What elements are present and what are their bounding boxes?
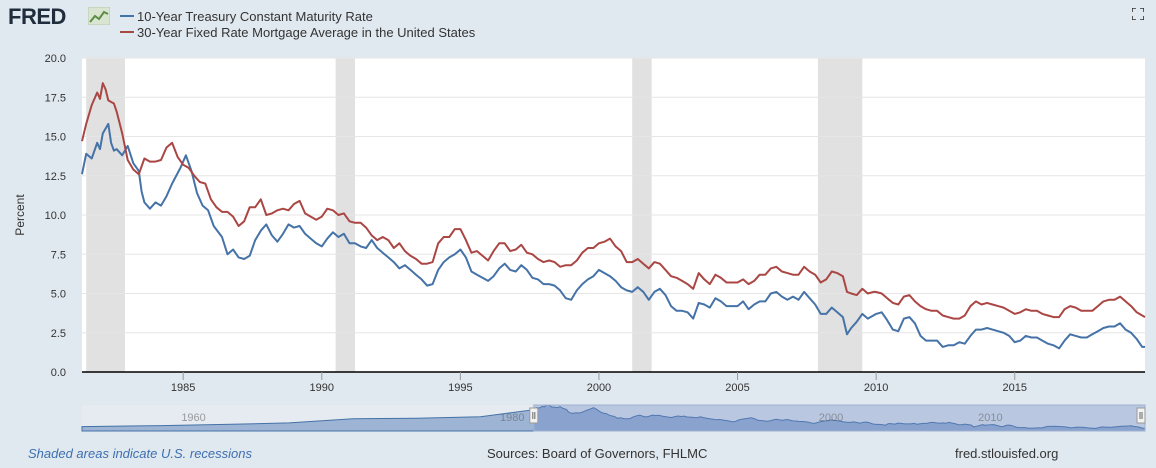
navigator-handle-left[interactable] [530, 408, 538, 423]
navigator-label: 1960 [181, 412, 205, 424]
navigator-label: 1980 [500, 412, 524, 424]
chart-area: 1985 1990 1995 2000 2005 2010 2015 0.0 2.5 5.0 7.… [0, 0, 1156, 468]
x-tick-label: 2010 [864, 382, 888, 394]
x-tick-label: 2000 [587, 382, 611, 394]
navigator-label: 2010 [978, 412, 1002, 424]
y-tick-label: 2.5 [51, 328, 66, 340]
y-tick-label: 7.5 [51, 249, 66, 261]
x-tick-label: 1990 [310, 382, 334, 394]
x-tick-label: 2015 [1002, 382, 1026, 394]
y-tick-label: 15.0 [45, 132, 66, 144]
navigator-handle-grip[interactable] [530, 408, 538, 423]
recession-note[interactable]: Shaded areas indicate U.S. recessions [28, 446, 252, 461]
y-axis-ticks: 0.0 2.5 5.0 7.5 10.0 12.5 15.0 17.5 20.0 [45, 53, 66, 379]
x-tick-label: 2005 [725, 382, 749, 394]
navigator-label: 2000 [819, 412, 843, 424]
range-navigator[interactable]: 1960 1980 2000 2010 [82, 405, 1145, 431]
y-tick-label: 12.5 [45, 171, 66, 183]
y-tick-label: 20.0 [45, 53, 66, 65]
site-link[interactable]: fred.stlouisfed.org [955, 446, 1058, 461]
y-tick-label: 10.0 [45, 210, 66, 222]
y-tick-label: 5.0 [51, 289, 66, 301]
sources-text: Sources: Board of Governors, FHLMC [487, 446, 707, 461]
y-tick-label: 17.5 [45, 92, 66, 104]
y-axis-label: Percent [13, 194, 27, 236]
x-tick-label: 1985 [171, 382, 195, 394]
y-tick-label: 0.0 [51, 367, 66, 379]
navigator-handle-grip[interactable] [1137, 408, 1145, 423]
x-axis-ticks: 1985 1990 1995 2000 2005 2010 2015 [171, 372, 1027, 394]
x-tick-label: 1995 [448, 382, 472, 394]
navigator-handle-right[interactable] [1137, 408, 1145, 423]
